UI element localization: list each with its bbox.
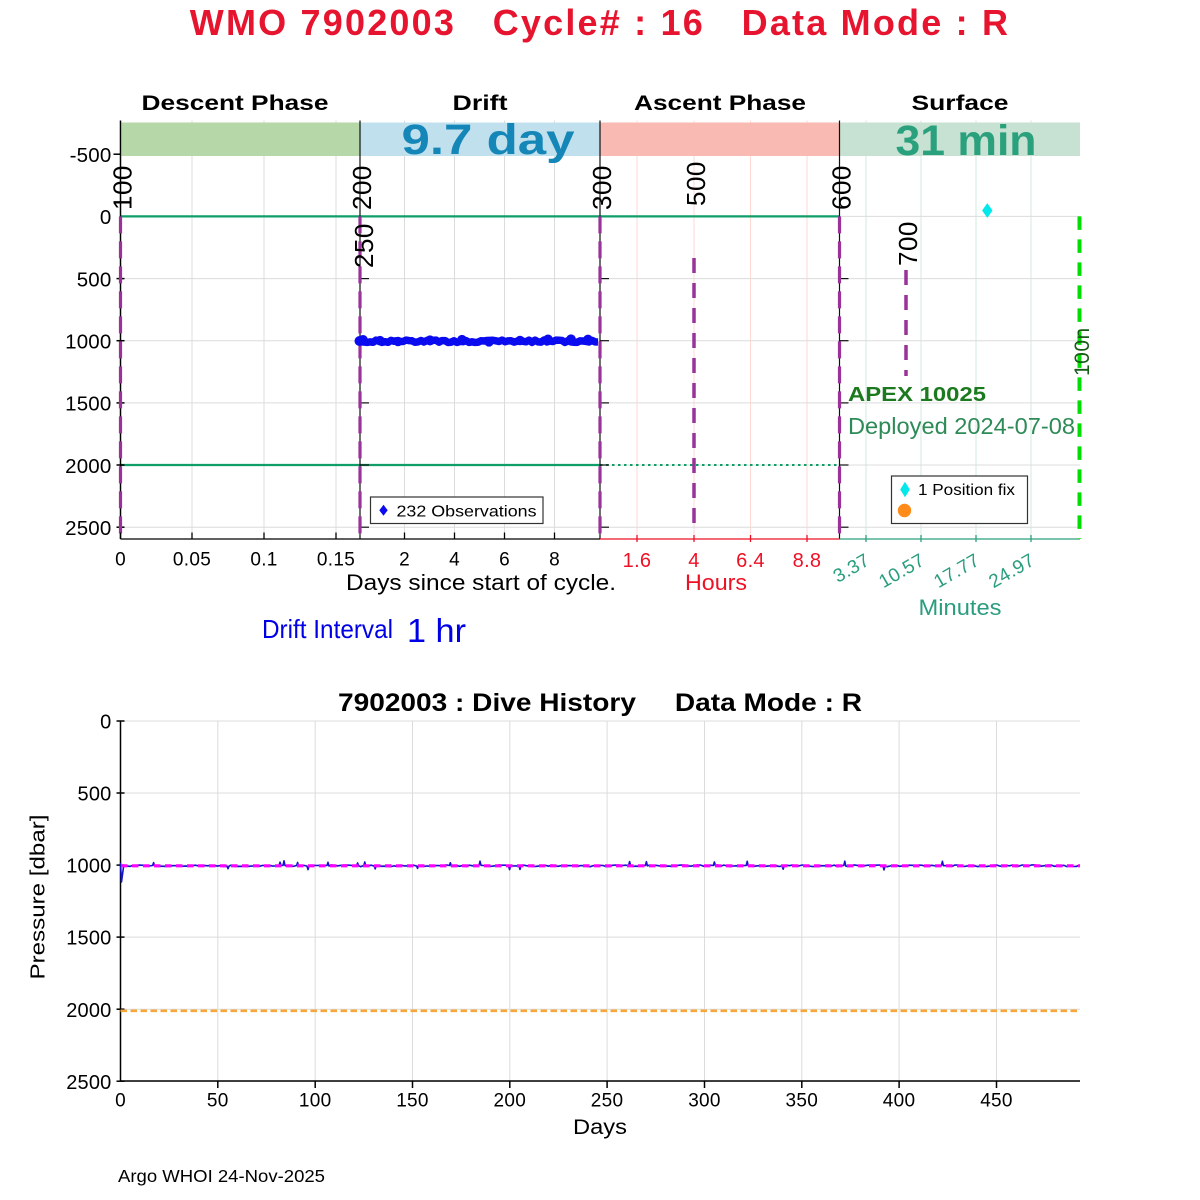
svg-text:0: 0: [100, 712, 111, 734]
svg-text:150: 150: [396, 1091, 429, 1112]
svg-text:450: 450: [980, 1091, 1013, 1112]
svg-text:2: 2: [399, 550, 410, 571]
svg-text:2000: 2000: [65, 455, 111, 478]
svg-text:APEX 10025: APEX 10025: [848, 384, 986, 406]
svg-text:2500: 2500: [66, 1072, 111, 1094]
svg-text:4: 4: [688, 550, 699, 572]
svg-text:500: 500: [681, 161, 711, 206]
svg-text:Minutes: Minutes: [919, 595, 1002, 620]
svg-text:2500: 2500: [65, 517, 111, 540]
svg-text:Hours: Hours: [685, 570, 747, 595]
svg-text:100: 100: [108, 165, 138, 210]
svg-text:100n: 100n: [1071, 327, 1094, 376]
svg-text:Pressure [dbar]: Pressure [dbar]: [28, 815, 50, 980]
svg-text:250: 250: [591, 1091, 624, 1112]
svg-text:Days: Days: [573, 1116, 627, 1139]
svg-text:-500: -500: [70, 144, 112, 167]
svg-text:100: 100: [299, 1091, 332, 1112]
svg-text:9.7 day: 9.7 day: [402, 116, 575, 164]
svg-text:1 Position fix: 1 Position fix: [918, 482, 1015, 499]
svg-text:50: 50: [207, 1091, 229, 1112]
svg-text:300: 300: [688, 1091, 721, 1112]
svg-text:1000: 1000: [65, 331, 111, 354]
svg-text:6: 6: [499, 550, 510, 571]
svg-text:0.15: 0.15: [317, 550, 355, 571]
svg-text:700: 700: [893, 221, 923, 266]
svg-text:2000: 2000: [66, 1000, 111, 1022]
svg-text:200: 200: [493, 1091, 526, 1112]
svg-text:8: 8: [549, 550, 560, 571]
svg-text:4: 4: [449, 550, 460, 571]
svg-text:8.8: 8.8: [793, 550, 822, 572]
svg-text:0: 0: [115, 1091, 126, 1112]
svg-text:Ascent Phase: Ascent Phase: [634, 92, 806, 115]
svg-text:350: 350: [785, 1091, 818, 1112]
svg-text:232 Observations: 232 Observations: [397, 504, 537, 521]
svg-text:Descent Phase: Descent Phase: [142, 92, 329, 115]
svg-text:1500: 1500: [65, 393, 111, 416]
svg-text:1000: 1000: [66, 856, 111, 878]
svg-text:31 min: 31 min: [896, 117, 1037, 165]
svg-text:0: 0: [115, 550, 126, 571]
svg-text:500: 500: [77, 268, 112, 291]
svg-text:Deployed 2024-07-08: Deployed 2024-07-08: [848, 413, 1075, 439]
svg-text:0: 0: [100, 206, 112, 229]
svg-text:Drift: Drift: [453, 92, 508, 115]
svg-text:250: 250: [349, 223, 379, 268]
svg-text:500: 500: [78, 784, 112, 806]
svg-text:1 hr: 1 hr: [407, 612, 466, 649]
svg-text:Days since start of cycle.: Days since start of cycle.: [346, 570, 616, 595]
svg-text:300: 300: [587, 165, 617, 210]
svg-text:Drift Interval: Drift Interval: [262, 614, 393, 644]
svg-text:WMO 7902003 Cycle# : 16 Da: WMO 7902003 Cycle# : 16 Data Mode : R: [190, 2, 1010, 43]
svg-text:6.4: 6.4: [736, 550, 765, 572]
svg-text:1500: 1500: [66, 928, 111, 950]
svg-text:400: 400: [883, 1091, 916, 1112]
svg-text:0.05: 0.05: [173, 550, 211, 571]
svg-text:Surface: Surface: [912, 92, 1009, 115]
svg-text:600: 600: [827, 165, 857, 210]
svg-text:0.1: 0.1: [250, 550, 277, 571]
svg-text:Argo WHOI 24-Nov-2025: Argo WHOI 24-Nov-2025: [118, 1166, 325, 1186]
svg-text:200: 200: [347, 165, 377, 210]
svg-text:1.6: 1.6: [623, 550, 652, 572]
svg-text:7902003 : Dive History Dat: 7902003 : Dive History Data Mode : R: [338, 689, 862, 717]
